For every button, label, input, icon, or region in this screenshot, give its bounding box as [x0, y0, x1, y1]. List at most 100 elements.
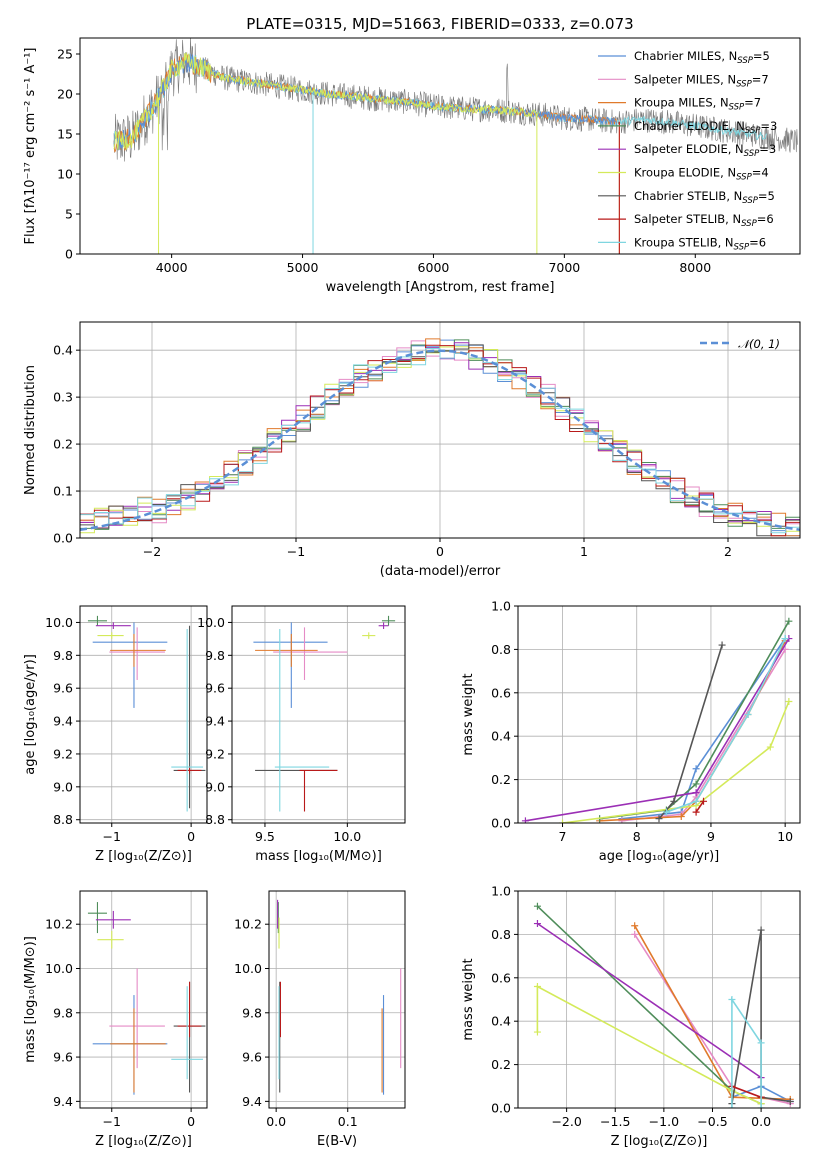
x-axis-label: (data-model)/error	[380, 564, 501, 579]
x-tick-label: 4000	[156, 260, 188, 275]
x-tick-label: −1.0	[649, 1114, 679, 1129]
x-axis-label: mass [log₁₀(M/M⊙)]	[255, 849, 382, 864]
point-kroupa-elodie	[766, 743, 774, 751]
y-tick-label: 9.2	[205, 746, 225, 761]
x-tick-label: −0.5	[697, 1114, 727, 1129]
point-chabrier-stelib	[655, 815, 663, 823]
y-tick-label: 0.6	[491, 685, 511, 700]
y-tick-label: 8.8	[205, 812, 225, 827]
y-tick-label: 9.4	[53, 714, 73, 729]
y-axis-label: mass weight	[461, 673, 476, 755]
y-tick-label: 10.2	[234, 917, 262, 932]
x-tick-label: 0.0	[751, 1114, 771, 1129]
x-axis-label: Z [log₁₀(Z/Z⊙)]	[95, 1134, 192, 1149]
y-tick-label: 0.4	[53, 343, 73, 358]
x-axis-label: Z [log₁₀(Z/Z⊙)]	[611, 1134, 708, 1149]
y-tick-label: 9.6	[53, 1050, 73, 1065]
legend-entry-chabrier-elodie: Chabrier ELODIE, NSSP=3	[634, 119, 777, 136]
observed-spectrum-line	[113, 38, 798, 162]
y-tick-label: 9.8	[53, 1005, 73, 1020]
point-chabrier-elodie	[785, 617, 793, 625]
x-tick-label: 0	[187, 1114, 195, 1129]
y-tick-label: 9.8	[205, 648, 225, 663]
x-tick-label: 10	[777, 829, 793, 844]
errorbar-salpeter-elodie	[378, 622, 389, 630]
errorbar-kroupa-stelib	[171, 986, 204, 1080]
legend-entry-kroupa-elodie: Kroupa ELODIE, NSSP=4	[634, 166, 769, 183]
point-chabrier-stelib	[786, 1097, 794, 1105]
x-tick-label: 6000	[418, 260, 450, 275]
errorbar-salpeter-stelib	[177, 767, 202, 774]
series-salpeter-elodie	[536, 922, 762, 1079]
chart-residuals: −2 −1 0 1 2 0.0 0.1 0.2 0.3 0.4 (data-model)/error…	[23, 321, 801, 579]
y-tick-label: 0.8	[491, 642, 511, 657]
point-kroupa-stelib	[728, 1104, 736, 1108]
y-tick-label: 9.4	[53, 1094, 73, 1109]
y-axis-label: mass weight	[461, 958, 476, 1040]
legend-entry-kroupa-stelib: Kroupa STELIB, NSSP=6	[634, 235, 766, 252]
y-tick-label: 0.0	[491, 816, 511, 831]
x-tick-label: 7000	[548, 260, 580, 275]
y-tick-label: 9.0	[205, 779, 225, 794]
y-tick-label: 9.0	[53, 779, 73, 794]
plot-area	[269, 891, 405, 1108]
point-salpeter-stelib	[700, 797, 708, 805]
point-kroupa-stelib	[728, 996, 736, 1003]
point-kroupa-stelib	[662, 808, 670, 816]
y-tick-label: 0.2	[53, 437, 73, 452]
y-tick-label: 20	[57, 87, 73, 102]
x-tick-label: 0.1	[338, 1114, 358, 1129]
x-tick-label: −2	[143, 544, 161, 559]
point-chabrier-stelib	[718, 641, 726, 649]
point-salpeter-stelib	[692, 808, 700, 816]
plot-area	[113, 38, 798, 254]
point-kroupa-stelib	[757, 1104, 765, 1108]
errorbar-kroupa-miles	[255, 633, 318, 667]
series-kroupa-stelib	[666, 638, 786, 813]
point-salpeter-elodie	[521, 817, 529, 823]
point-kroupa-stelib	[757, 1039, 765, 1047]
y-tick-label: 9.2	[53, 746, 73, 761]
plot-area	[80, 606, 207, 823]
errorbar-chabrier-elodie	[87, 902, 107, 934]
y-tick-label: 0.4	[491, 729, 511, 744]
y-tick-label: 1.0	[491, 599, 511, 614]
x-axis-label: wavelength [Angstrom, rest frame]	[326, 280, 555, 295]
y-tick-label: 0.2	[491, 1057, 511, 1072]
x-tick-label: 10.0	[333, 829, 361, 844]
plot-area	[80, 322, 800, 538]
y-tick-label: 0	[65, 247, 73, 262]
y-tick-label: 10	[57, 167, 73, 182]
y-axis-label: age [log₁₀(age/yr)]	[23, 654, 38, 775]
point-chabrier-miles	[692, 765, 700, 773]
x-tick-label: 8	[633, 829, 641, 844]
chart-age-vs-mass: 9.5 10.0 8.8 9.0 9.2 9.4 9.6 9.8 10.0 mass [log₁₀…	[197, 605, 406, 864]
legend-entry-salpeter-stelib: Salpeter STELIB, NSSP=6	[634, 212, 774, 229]
errorbar-kroupa-elodie	[97, 632, 124, 639]
errorbar-kroupa-elodie	[97, 930, 124, 949]
x-axis-label: Z [log₁₀(Z/Z⊙)]	[95, 849, 192, 864]
y-axis-label: mass [log₁₀(M/M⊙)]	[23, 936, 38, 1063]
axes-frame	[517, 605, 801, 824]
y-tick-label: 0.0	[53, 531, 73, 546]
x-tick-label: 9	[707, 829, 715, 844]
errorbar-salpeter-miles	[109, 627, 165, 680]
point-salpeter-elodie	[533, 920, 541, 928]
point-chabrier-elodie	[533, 902, 541, 910]
y-tick-label: 9.6	[53, 681, 73, 696]
chart-weight-vs-Z: −2.0 −1.5 −1.0 −0.5 0.0 0.0 0.2 0.4 0.6 0.8 1.0 Z […	[461, 884, 801, 1149]
series-salpeter-stelib	[695, 800, 705, 813]
point-kroupa-miles	[631, 922, 639, 930]
y-tick-label: 0.4	[491, 1014, 511, 1029]
errorbar-salpeter-miles	[273, 627, 348, 680]
point-kroupa-miles	[677, 812, 685, 820]
x-tick-label: 1	[580, 544, 588, 559]
x-axis-label: E(B-V)	[317, 1134, 357, 1149]
point-kroupa-elodie	[785, 697, 793, 705]
errorbar-salpeter-stelib	[299, 769, 338, 812]
y-tick-label: 10.0	[197, 615, 225, 630]
y-tick-label: 10.0	[45, 961, 73, 976]
errorbar-kroupa-stelib	[274, 629, 330, 812]
y-tick-label: 9.4	[205, 714, 225, 729]
